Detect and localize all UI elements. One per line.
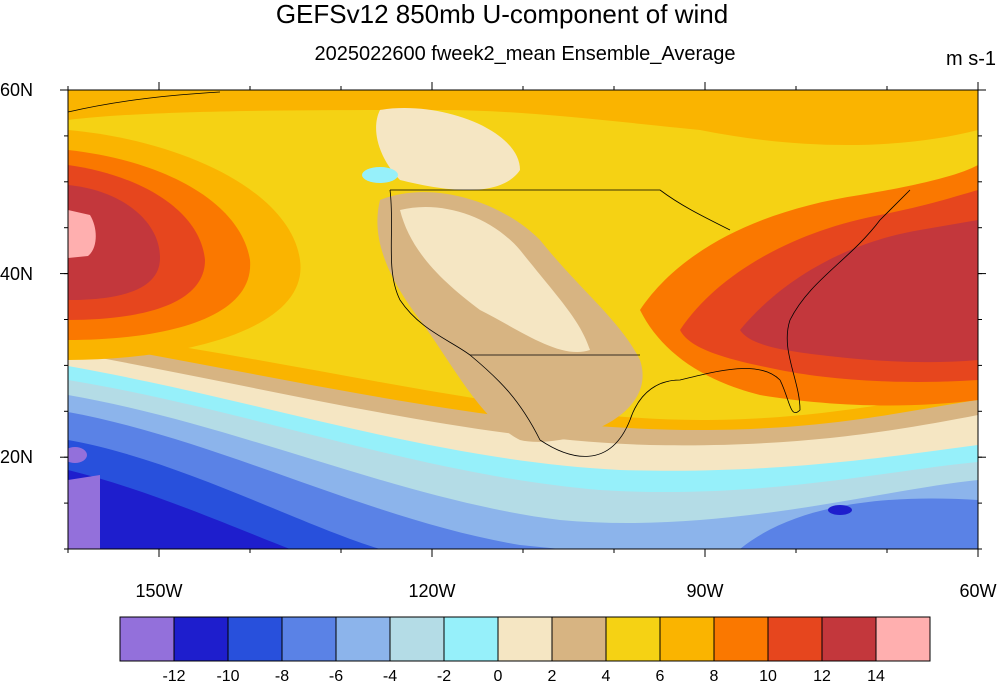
lat-tick-label: 40N bbox=[0, 263, 34, 284]
lat-tick-label: 20N bbox=[0, 447, 34, 468]
colorbar-swatch bbox=[767, 616, 823, 662]
axis-ticks bbox=[60, 82, 986, 557]
colorbar-label: -4 bbox=[382, 668, 398, 685]
colorbar-label: 0 bbox=[493, 668, 503, 685]
chart-title: GEFSv12 850mb U-component of wind bbox=[275, 0, 729, 29]
units-label: m s-1 bbox=[946, 48, 996, 70]
colorbar-swatch bbox=[497, 616, 553, 662]
contour-field bbox=[68, 90, 978, 549]
colorbar-swatch bbox=[119, 616, 175, 662]
colorbar-label: -12 bbox=[162, 668, 186, 685]
colorbar-swatch bbox=[875, 616, 931, 662]
colorbar-swatch bbox=[443, 616, 499, 662]
colorbar-swatch bbox=[605, 616, 661, 662]
colorbar-swatch bbox=[173, 616, 229, 662]
colorbar-swatch bbox=[335, 616, 391, 662]
colorbar-swatch bbox=[659, 616, 715, 662]
colorbar-swatch bbox=[551, 616, 607, 662]
lon-tick-label: 120W bbox=[408, 581, 456, 601]
chart-subtitle: 2025022600 fweek2_mean Ensemble_Average bbox=[314, 43, 736, 65]
lon-tick-label: 60W bbox=[959, 581, 997, 601]
colorbar-label: 4 bbox=[601, 668, 611, 685]
colorbar-swatch bbox=[281, 616, 337, 662]
colorbar-label: -8 bbox=[274, 668, 290, 685]
colorbar-label: -10 bbox=[216, 668, 240, 685]
colorbar-swatch bbox=[389, 616, 445, 662]
lon-tick-label: 90W bbox=[686, 581, 724, 601]
colorbar-label: 14 bbox=[867, 668, 885, 685]
colorbar-swatch bbox=[227, 616, 283, 662]
coastlines bbox=[68, 91, 911, 457]
lat-tick-label: 60N bbox=[0, 80, 34, 100]
colorbar-label: 10 bbox=[759, 668, 777, 685]
colorbar-label: 12 bbox=[813, 668, 831, 685]
colorbar-label: 8 bbox=[709, 668, 719, 685]
colorbar bbox=[119, 616, 931, 662]
colorbar-swatch bbox=[713, 616, 769, 662]
colorbar-label: 2 bbox=[547, 668, 557, 685]
colorbar-label: -6 bbox=[328, 668, 344, 685]
colorbar-label: 6 bbox=[655, 668, 665, 685]
colorbar-label: -2 bbox=[436, 668, 452, 685]
lon-tick-label: 150W bbox=[135, 581, 183, 601]
colorbar-swatch bbox=[821, 616, 877, 662]
